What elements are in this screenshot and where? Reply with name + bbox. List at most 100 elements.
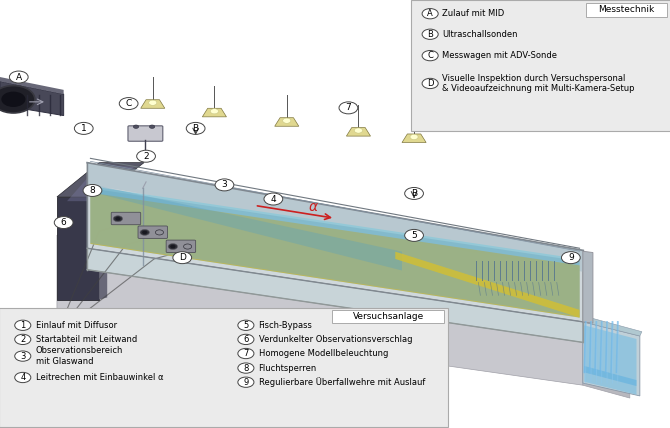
Polygon shape [90,186,580,318]
Circle shape [283,118,291,123]
Text: 6: 6 [61,218,66,227]
Circle shape [149,125,155,128]
Circle shape [410,134,418,140]
Text: Einlauf mit Diffusor: Einlauf mit Diffusor [36,321,117,330]
Polygon shape [77,365,84,371]
Circle shape [15,320,31,330]
Circle shape [140,229,149,235]
Circle shape [142,231,147,234]
Circle shape [115,217,121,220]
Circle shape [422,78,438,89]
Text: B: B [427,30,433,39]
Polygon shape [70,371,90,372]
FancyBboxPatch shape [332,310,444,323]
Text: Versuchsanlage: Versuchsanlage [352,312,424,321]
Polygon shape [60,312,201,364]
Circle shape [173,252,192,264]
Circle shape [15,334,31,345]
Circle shape [133,125,139,128]
Text: 5: 5 [411,231,417,240]
Circle shape [0,86,35,113]
Circle shape [83,184,102,196]
Circle shape [561,252,580,264]
Polygon shape [90,184,402,270]
Text: 1: 1 [20,321,25,330]
Text: 2: 2 [20,335,25,344]
Text: A: A [15,72,22,82]
FancyBboxPatch shape [586,3,667,17]
Text: Verdunkelter Observationsverschlag: Verdunkelter Observationsverschlag [259,335,412,344]
Circle shape [113,216,123,222]
Polygon shape [99,195,107,300]
Circle shape [238,363,254,373]
Circle shape [9,71,28,83]
Polygon shape [275,118,299,126]
Polygon shape [141,100,165,108]
Text: 8: 8 [243,363,249,373]
FancyBboxPatch shape [411,0,670,131]
Text: 3: 3 [222,180,227,190]
Text: A: A [427,9,433,18]
Text: Observationsbereich
mit Glaswand: Observationsbereich mit Glaswand [36,346,123,366]
Text: 9: 9 [568,253,574,262]
Polygon shape [584,366,636,386]
Circle shape [238,348,254,359]
Text: D: D [179,253,186,262]
Polygon shape [583,322,630,398]
Circle shape [168,244,178,250]
Circle shape [422,29,438,39]
Polygon shape [67,165,134,201]
Polygon shape [584,325,636,395]
Circle shape [210,109,218,114]
Circle shape [339,102,358,114]
Text: $\alpha$: $\alpha$ [308,200,319,214]
Text: C: C [427,51,433,60]
Text: D: D [427,79,433,88]
Text: B: B [411,189,417,198]
Circle shape [119,98,138,110]
FancyBboxPatch shape [128,126,163,141]
Polygon shape [87,163,583,272]
Circle shape [405,187,423,199]
Text: 6: 6 [243,335,249,344]
Polygon shape [60,337,100,365]
Text: Regulierbare Überfallwehre mit Auslauf: Regulierbare Überfallwehre mit Auslauf [259,377,425,387]
Polygon shape [41,332,56,335]
Text: Startabteil mit Leitwand: Startabteil mit Leitwand [36,335,137,344]
Text: C: C [125,99,132,108]
Text: 8: 8 [90,186,95,195]
Circle shape [54,217,73,229]
Circle shape [354,128,362,133]
Text: Ultraschallsonden: Ultraschallsonden [442,30,518,39]
Text: 4: 4 [20,373,25,382]
Text: 1: 1 [81,124,86,133]
Circle shape [422,51,438,61]
Text: B: B [192,124,199,133]
Circle shape [15,351,31,361]
Polygon shape [87,248,583,342]
FancyBboxPatch shape [111,212,141,225]
Polygon shape [40,356,57,362]
Circle shape [264,193,283,205]
Text: Messwagen mit ADV-Sonde: Messwagen mit ADV-Sonde [442,51,557,60]
Text: 2: 2 [143,152,149,161]
Polygon shape [583,251,593,323]
Polygon shape [57,197,99,300]
Circle shape [238,334,254,345]
Polygon shape [583,322,640,396]
Polygon shape [583,318,642,336]
Circle shape [238,377,254,387]
Text: 7: 7 [243,349,249,358]
Polygon shape [395,252,580,318]
Circle shape [215,179,234,191]
Circle shape [1,92,25,107]
Polygon shape [202,108,226,117]
Polygon shape [57,197,583,322]
Text: 9: 9 [243,377,249,387]
Circle shape [170,245,176,248]
Text: 7: 7 [346,103,351,113]
Polygon shape [37,317,60,364]
Polygon shape [402,134,426,143]
Text: Messtechnik: Messtechnik [598,5,655,15]
Polygon shape [0,77,64,94]
